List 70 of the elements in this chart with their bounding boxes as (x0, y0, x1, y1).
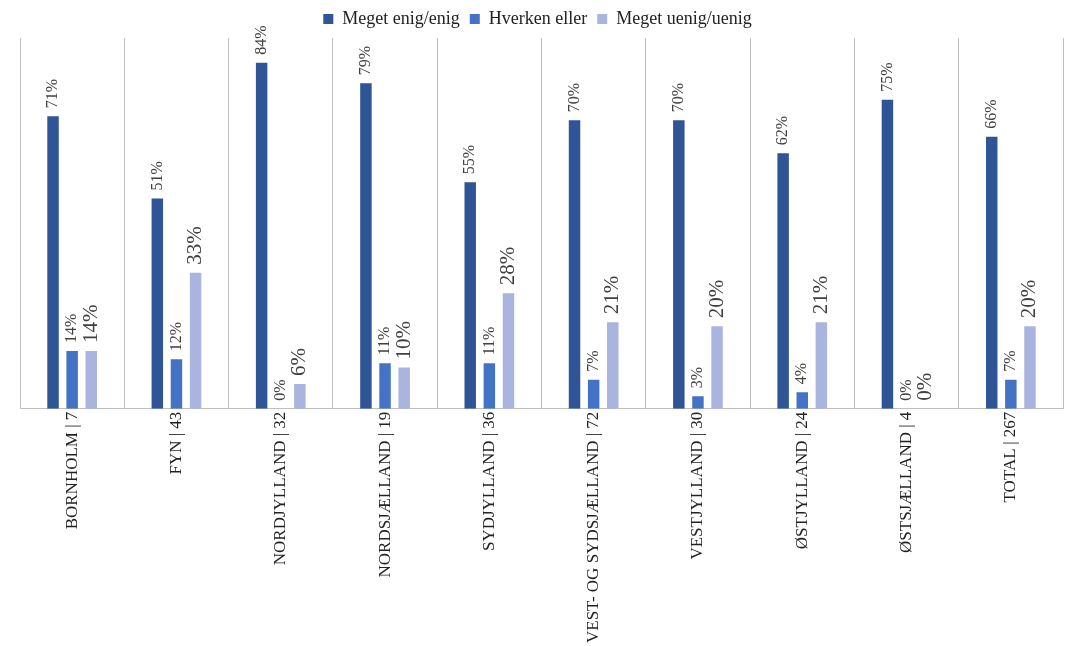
data-label: 84% (251, 25, 269, 55)
x-tick-label: BORNHOLM | 7 (61, 411, 81, 530)
bar (85, 350, 98, 409)
bar (379, 363, 391, 409)
data-label: 6% (286, 347, 311, 376)
bar (1005, 379, 1017, 409)
bar (796, 392, 808, 409)
data-label: 51% (147, 161, 165, 191)
legend-label: Meget enig/enig (342, 7, 460, 28)
data-label: 33% (182, 226, 207, 265)
data-label: 20% (703, 279, 728, 319)
legend-label: Hverken eller (488, 7, 588, 28)
bar (483, 363, 496, 409)
data-label: 71% (43, 78, 61, 109)
data-label: 7% (1001, 350, 1019, 372)
data-label: 70% (669, 83, 687, 113)
data-label: 62% (773, 115, 791, 146)
data-label: 79% (356, 45, 374, 76)
x-tick-label: ØSTJYLLAND | 24 (791, 411, 811, 550)
bar (360, 83, 372, 409)
bar (170, 359, 183, 409)
x-tick-label: TOTAL | 267 (1000, 411, 1020, 503)
x-tick-label: SYDJYLLAND | 36 (478, 411, 498, 552)
data-label: 4% (792, 362, 810, 385)
data-label: 14% (62, 313, 80, 343)
bar (47, 116, 59, 409)
data-label: 10% (390, 320, 415, 360)
bar (1024, 326, 1036, 409)
bar (294, 383, 306, 409)
data-label: 11% (479, 326, 497, 356)
x-tick-label: VESTJYLLAND | 30 (687, 411, 707, 560)
bar (607, 322, 619, 409)
data-label: 66% (981, 99, 999, 129)
data-label: 3% (688, 366, 706, 389)
data-label: 11% (375, 326, 393, 356)
bar (568, 120, 581, 409)
data-label: 14% (77, 304, 102, 343)
data-label: 28% (494, 246, 519, 286)
bar (711, 326, 723, 409)
data-label: 21% (807, 275, 832, 315)
bar (673, 120, 685, 409)
data-label: 0% (912, 372, 937, 401)
data-label: 12% (166, 321, 184, 352)
data-label: 0% (270, 379, 288, 401)
bar (66, 350, 78, 409)
bar (587, 379, 600, 409)
bar (881, 99, 894, 409)
bar (815, 322, 828, 409)
x-tick-label: NORDJYLLAND | 32 (270, 411, 290, 566)
bar (502, 293, 515, 409)
bar (985, 136, 998, 409)
bar (398, 367, 410, 409)
bar (151, 198, 164, 409)
x-tick-label: VEST- OG SYDSJÆLLAND | 72 (583, 411, 603, 644)
bar (255, 62, 268, 409)
data-label: 21% (599, 275, 624, 315)
x-tick-label: ØSTSJÆLLAND | 4 (896, 411, 916, 553)
x-tick-label: NORDSJÆLLAND | 19 (374, 411, 394, 578)
data-label: 20% (1016, 279, 1041, 319)
data-label: 0% (896, 379, 914, 401)
bar (189, 272, 202, 409)
bar (692, 396, 704, 409)
bar (464, 182, 476, 409)
bar (777, 153, 789, 409)
data-label: 70% (564, 83, 582, 113)
data-label: 55% (460, 144, 478, 175)
data-label: 75% (877, 62, 895, 92)
data-label: 7% (583, 350, 601, 372)
x-tick-label: FYN | 43 (165, 411, 185, 475)
legend-label: Meget uenig/uenig (616, 7, 752, 28)
